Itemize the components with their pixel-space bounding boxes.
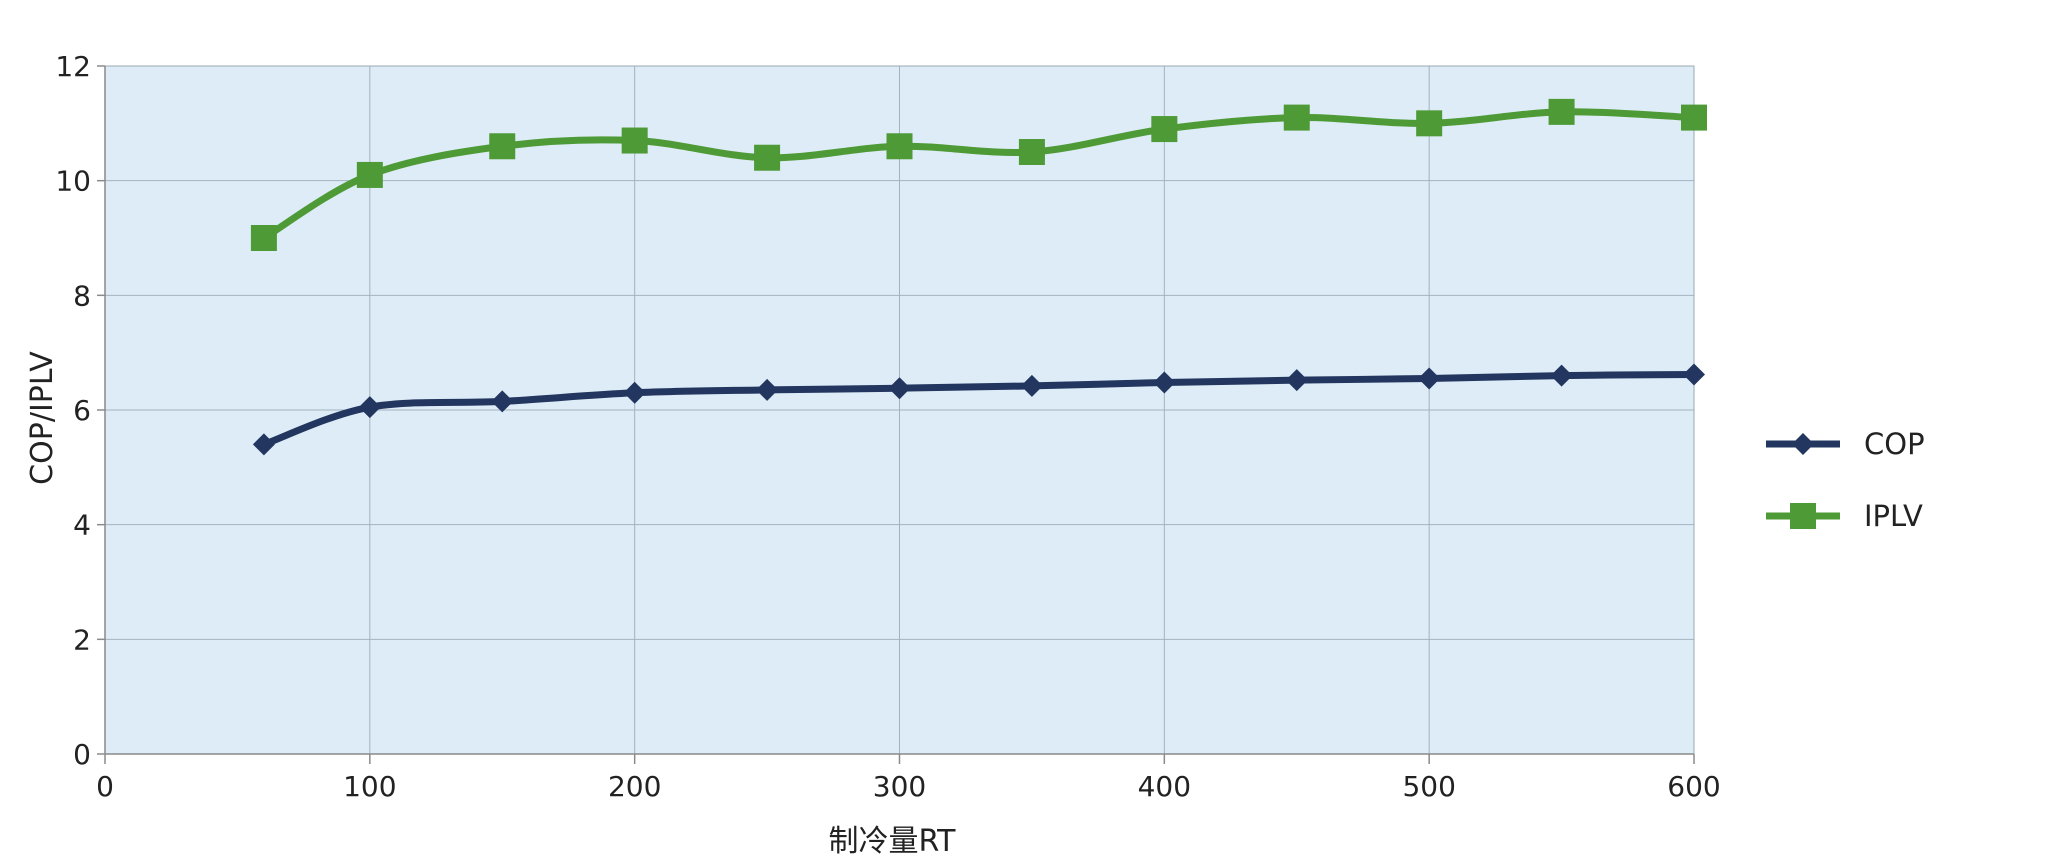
data-point-iplv <box>1681 104 1707 131</box>
legend-label-cop: COP <box>1864 427 1925 461</box>
y-tick-label: 2 <box>73 623 91 656</box>
series-cop <box>252 363 1705 456</box>
data-point-iplv <box>250 225 277 251</box>
y-tick-label: 6 <box>73 394 91 427</box>
x-tick-label: 0 <box>96 770 114 803</box>
data-point-iplv <box>1416 110 1443 137</box>
x-tick-label: 100 <box>343 770 396 803</box>
legend-marker-iplv <box>1790 503 1816 529</box>
data-point-iplv <box>1151 116 1178 143</box>
data-point-iplv <box>489 133 516 160</box>
data-point-cop <box>888 377 911 400</box>
data-point-cop <box>1550 364 1573 387</box>
data-point-cop <box>756 378 779 401</box>
data-point-iplv <box>1018 139 1045 165</box>
data-point-iplv <box>1283 104 1310 131</box>
x-axis-title: 制冷量RT <box>829 824 957 859</box>
data-point-cop <box>1020 374 1043 397</box>
data-point-cop <box>1418 367 1441 390</box>
data-point-cop <box>358 396 381 419</box>
axes <box>97 65 1695 764</box>
data-point-cop <box>623 381 646 404</box>
data-point-cop <box>1683 363 1705 386</box>
legend-marker-cop <box>1792 433 1814 455</box>
data-point-iplv <box>886 133 913 160</box>
legend-label-iplv: IPLV <box>1864 499 1923 533</box>
data-point-iplv <box>1548 98 1575 125</box>
data-point-iplv <box>621 127 648 154</box>
legend-item-cop: COP <box>1766 427 1925 461</box>
y-tick-label: 4 <box>73 509 91 542</box>
x-tick-label: 500 <box>1402 770 1455 803</box>
y-tick-labels: 0 2 4 6 8 10 12 <box>55 50 91 771</box>
data-point-cop <box>252 433 275 456</box>
series-group <box>250 98 1707 456</box>
data-point-cop <box>491 390 514 413</box>
x-tick-label: 300 <box>873 770 926 803</box>
data-point-iplv <box>356 161 383 188</box>
data-point-iplv <box>754 144 781 171</box>
y-tick-label: 8 <box>73 279 91 312</box>
data-point-cop <box>1153 371 1176 394</box>
x-tick-label: 200 <box>608 770 661 803</box>
series-iplv <box>250 98 1707 251</box>
legend-item-iplv: IPLV <box>1766 499 1923 533</box>
x-tick-labels: 0 100 200 300 400 500 600 <box>96 770 1721 803</box>
y-tick-label: 12 <box>55 50 91 83</box>
data-point-cop <box>1285 369 1308 392</box>
legend: COP IPLV <box>1766 427 1925 533</box>
x-tick-label: 400 <box>1138 770 1191 803</box>
y-tick-label: 0 <box>73 738 91 771</box>
y-tick-label: 10 <box>55 165 91 198</box>
series-line-iplv <box>260 108 1698 242</box>
y-axis-title: COP/IPLV <box>25 351 60 485</box>
x-tick-label: 600 <box>1667 770 1720 803</box>
